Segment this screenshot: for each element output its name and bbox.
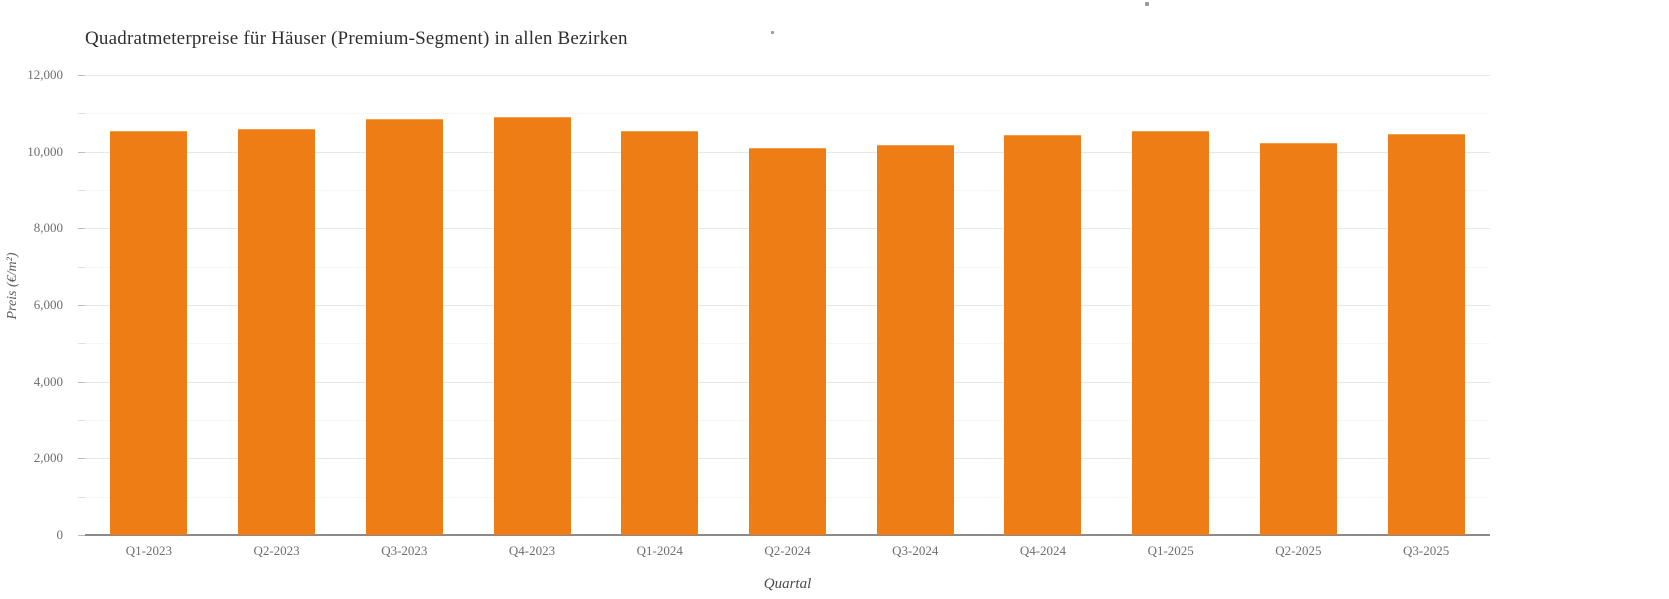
x-tick-label: Q1-2025: [1147, 543, 1194, 558]
y-minor-gridline: [85, 113, 1490, 115]
y-axis-tick: [78, 420, 85, 421]
x-tick-label: Q1-2024: [636, 543, 683, 558]
x-tick-label: Q2-2025: [1275, 543, 1322, 558]
y-axis-tick: [78, 228, 85, 230]
y-tick-label: 10,000: [27, 143, 63, 159]
y-axis-tick: [78, 113, 85, 115]
bar-Q1-2023[interactable]: [110, 130, 188, 535]
bar-Q4-2024[interactable]: [1004, 135, 1082, 535]
x-tick-label: Q3-2025: [1403, 543, 1450, 558]
y-tick-label: 0: [56, 527, 64, 542]
stray-pixel-dot: [771, 31, 774, 34]
bar-Q2-2023[interactable]: [238, 128, 316, 535]
bar-Q2-2025[interactable]: [1259, 142, 1337, 535]
stray-pixel-dot: [1145, 2, 1149, 6]
bar-Q3-2023[interactable]: [365, 119, 443, 535]
y-tick-label: 12,000: [27, 67, 63, 82]
bar-Q4-2023[interactable]: [493, 117, 571, 535]
bar-Q1-2025[interactable]: [1132, 130, 1210, 535]
x-tick-label: Q1-2023: [125, 543, 172, 558]
bar-Q3-2025[interactable]: [1387, 134, 1465, 535]
x-tick-label: Q3-2024: [892, 543, 939, 558]
x-tick-label: Q3-2023: [381, 543, 428, 558]
x-axis-title: Quartal: [763, 576, 812, 592]
x-tick-label: Q4-2024: [1019, 543, 1067, 558]
y-axis-tick: [78, 458, 85, 460]
x-tick-label: Q2-2024: [764, 543, 811, 558]
bar-Q2-2024[interactable]: [749, 148, 826, 535]
y-major-gridline: [85, 75, 1490, 76]
y-axis-tick: [78, 305, 85, 306]
y-tick-label: 4,000: [33, 373, 63, 389]
x-tick-label: Q2-2023: [253, 543, 300, 558]
y-tick-label: 8,000: [33, 220, 63, 236]
y-axis-tick: [78, 535, 85, 536]
y-axis-tick: [78, 343, 85, 345]
x-axis-line: [85, 534, 1490, 536]
y-axis-tick: [78, 151, 85, 153]
bar-Q1-2024[interactable]: [621, 130, 699, 535]
y-axis-title: Preis (€/m²): [5, 252, 20, 320]
bar-Q3-2024[interactable]: [876, 144, 954, 535]
chart-title: Quadratmeterpreise für Häuser (Premium-S…: [85, 28, 628, 49]
plot-area: Q1-2023 Q2-2023 Q3-2023 Q4-2023 Q1-2024 Q2-20…: [85, 75, 1490, 558]
y-axis-tick: [78, 381, 85, 383]
y-tick-label: 2,000: [33, 450, 63, 466]
y-axis-tick: [78, 496, 85, 498]
y-axis-tick: [78, 266, 85, 268]
x-tick-label: Q4-2023: [508, 543, 556, 558]
y-axis-tick: [78, 190, 85, 191]
y-tick-label: 6,000: [33, 297, 63, 312]
y-axis-tick: [78, 75, 85, 76]
